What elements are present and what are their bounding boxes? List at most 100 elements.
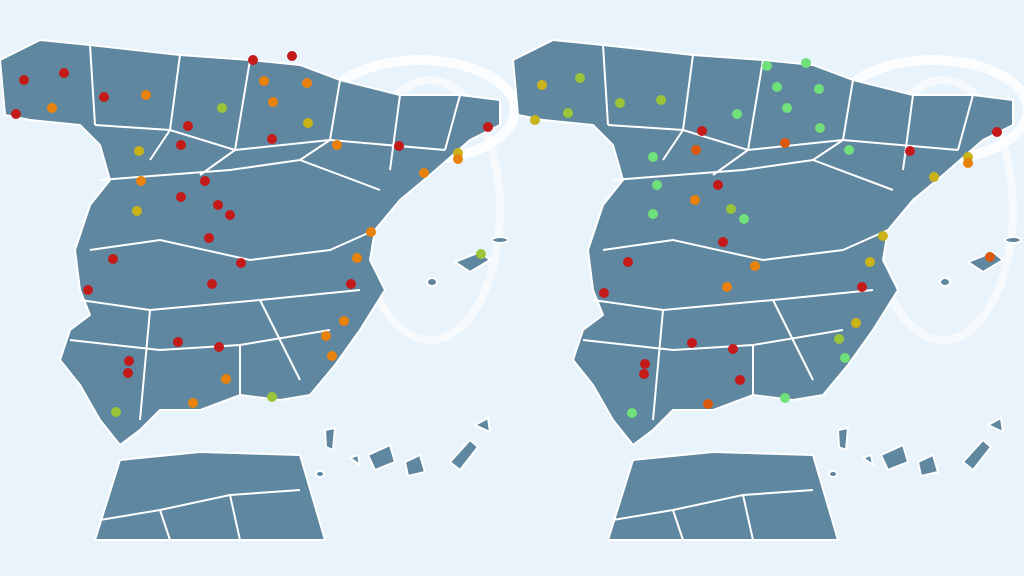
map-dot [735, 375, 745, 385]
map-dot [844, 145, 854, 155]
map-dot [204, 233, 214, 243]
map-dot [627, 408, 637, 418]
map-dot [176, 140, 186, 150]
map-dot [267, 134, 277, 144]
map-dot [214, 342, 224, 352]
map-dot [772, 82, 782, 92]
map-dot [332, 140, 342, 150]
map-dot [728, 344, 738, 354]
map-dot [697, 126, 707, 136]
map-dot [615, 98, 625, 108]
map-dot [834, 334, 844, 344]
map-dot [207, 279, 217, 289]
map-dot [687, 338, 697, 348]
map-dot [814, 84, 824, 94]
map-dot [703, 399, 713, 409]
map-dot [726, 204, 736, 214]
map-dot [302, 78, 312, 88]
map-dot [339, 316, 349, 326]
map-dot [530, 115, 540, 125]
map-dot [878, 231, 888, 241]
map-dot [851, 318, 861, 328]
map-dot [200, 176, 210, 186]
map-dot [303, 118, 313, 128]
map-dot [840, 353, 850, 363]
map-dot [639, 369, 649, 379]
map-dot [267, 392, 277, 402]
map-dot [11, 109, 21, 119]
map-dot [476, 249, 486, 259]
map-dot [656, 95, 666, 105]
map-dot [599, 288, 609, 298]
map-dot [739, 214, 749, 224]
map-dot [718, 237, 728, 247]
map-dot [141, 90, 151, 100]
map-dot [640, 359, 650, 369]
map-dot [47, 103, 57, 113]
map-dot [453, 154, 463, 164]
map-dot [648, 209, 658, 219]
map-dot [19, 75, 29, 85]
map-dot [346, 279, 356, 289]
map-dot [287, 51, 297, 61]
map-dot [963, 158, 973, 168]
map-dot [83, 285, 93, 295]
map-dot [327, 351, 337, 361]
map-dot [123, 368, 133, 378]
map-dot [176, 192, 186, 202]
map-dot [985, 252, 995, 262]
map-dot [782, 103, 792, 113]
map-dot [780, 138, 790, 148]
dot-layer [11, 51, 1002, 418]
map-dot [108, 254, 118, 264]
map-dot [132, 206, 142, 216]
map-dot [762, 61, 772, 71]
right-map [513, 40, 1024, 540]
map-dot [183, 121, 193, 131]
map-dot [648, 152, 658, 162]
map-dot [563, 108, 573, 118]
map-dot [780, 393, 790, 403]
map-dot [221, 374, 231, 384]
map-dot [111, 407, 121, 417]
map-dot [321, 331, 331, 341]
map-dot [99, 92, 109, 102]
map-dot [815, 123, 825, 133]
map-dot [801, 58, 811, 68]
map-dot [59, 68, 69, 78]
map-dot [713, 180, 723, 190]
map-dot [134, 146, 144, 156]
map-dot [217, 103, 227, 113]
map-dot [992, 127, 1002, 137]
map-dot [352, 253, 362, 263]
map-dot [236, 258, 246, 268]
map-dot [865, 257, 875, 267]
map-dot [929, 172, 939, 182]
map-dot [124, 356, 134, 366]
map-dot [575, 73, 585, 83]
map-dot [136, 176, 146, 186]
map-dot [905, 146, 915, 156]
map-dot [732, 109, 742, 119]
map-dot [268, 97, 278, 107]
map-dot [722, 282, 732, 292]
map-dot [173, 337, 183, 347]
map-dot [537, 80, 547, 90]
map-dot [857, 282, 867, 292]
map-dot [394, 141, 404, 151]
map-dot [213, 200, 223, 210]
map-dot [419, 168, 429, 178]
map-dot [248, 55, 258, 65]
map-dot [750, 261, 760, 271]
left-map [0, 40, 515, 540]
map-dot [225, 210, 235, 220]
map-dot [652, 180, 662, 190]
map-dot [483, 122, 493, 132]
map-dot [690, 195, 700, 205]
map-dot [188, 398, 198, 408]
map-dot [623, 257, 633, 267]
map-dot [366, 227, 376, 237]
map-dot [259, 76, 269, 86]
